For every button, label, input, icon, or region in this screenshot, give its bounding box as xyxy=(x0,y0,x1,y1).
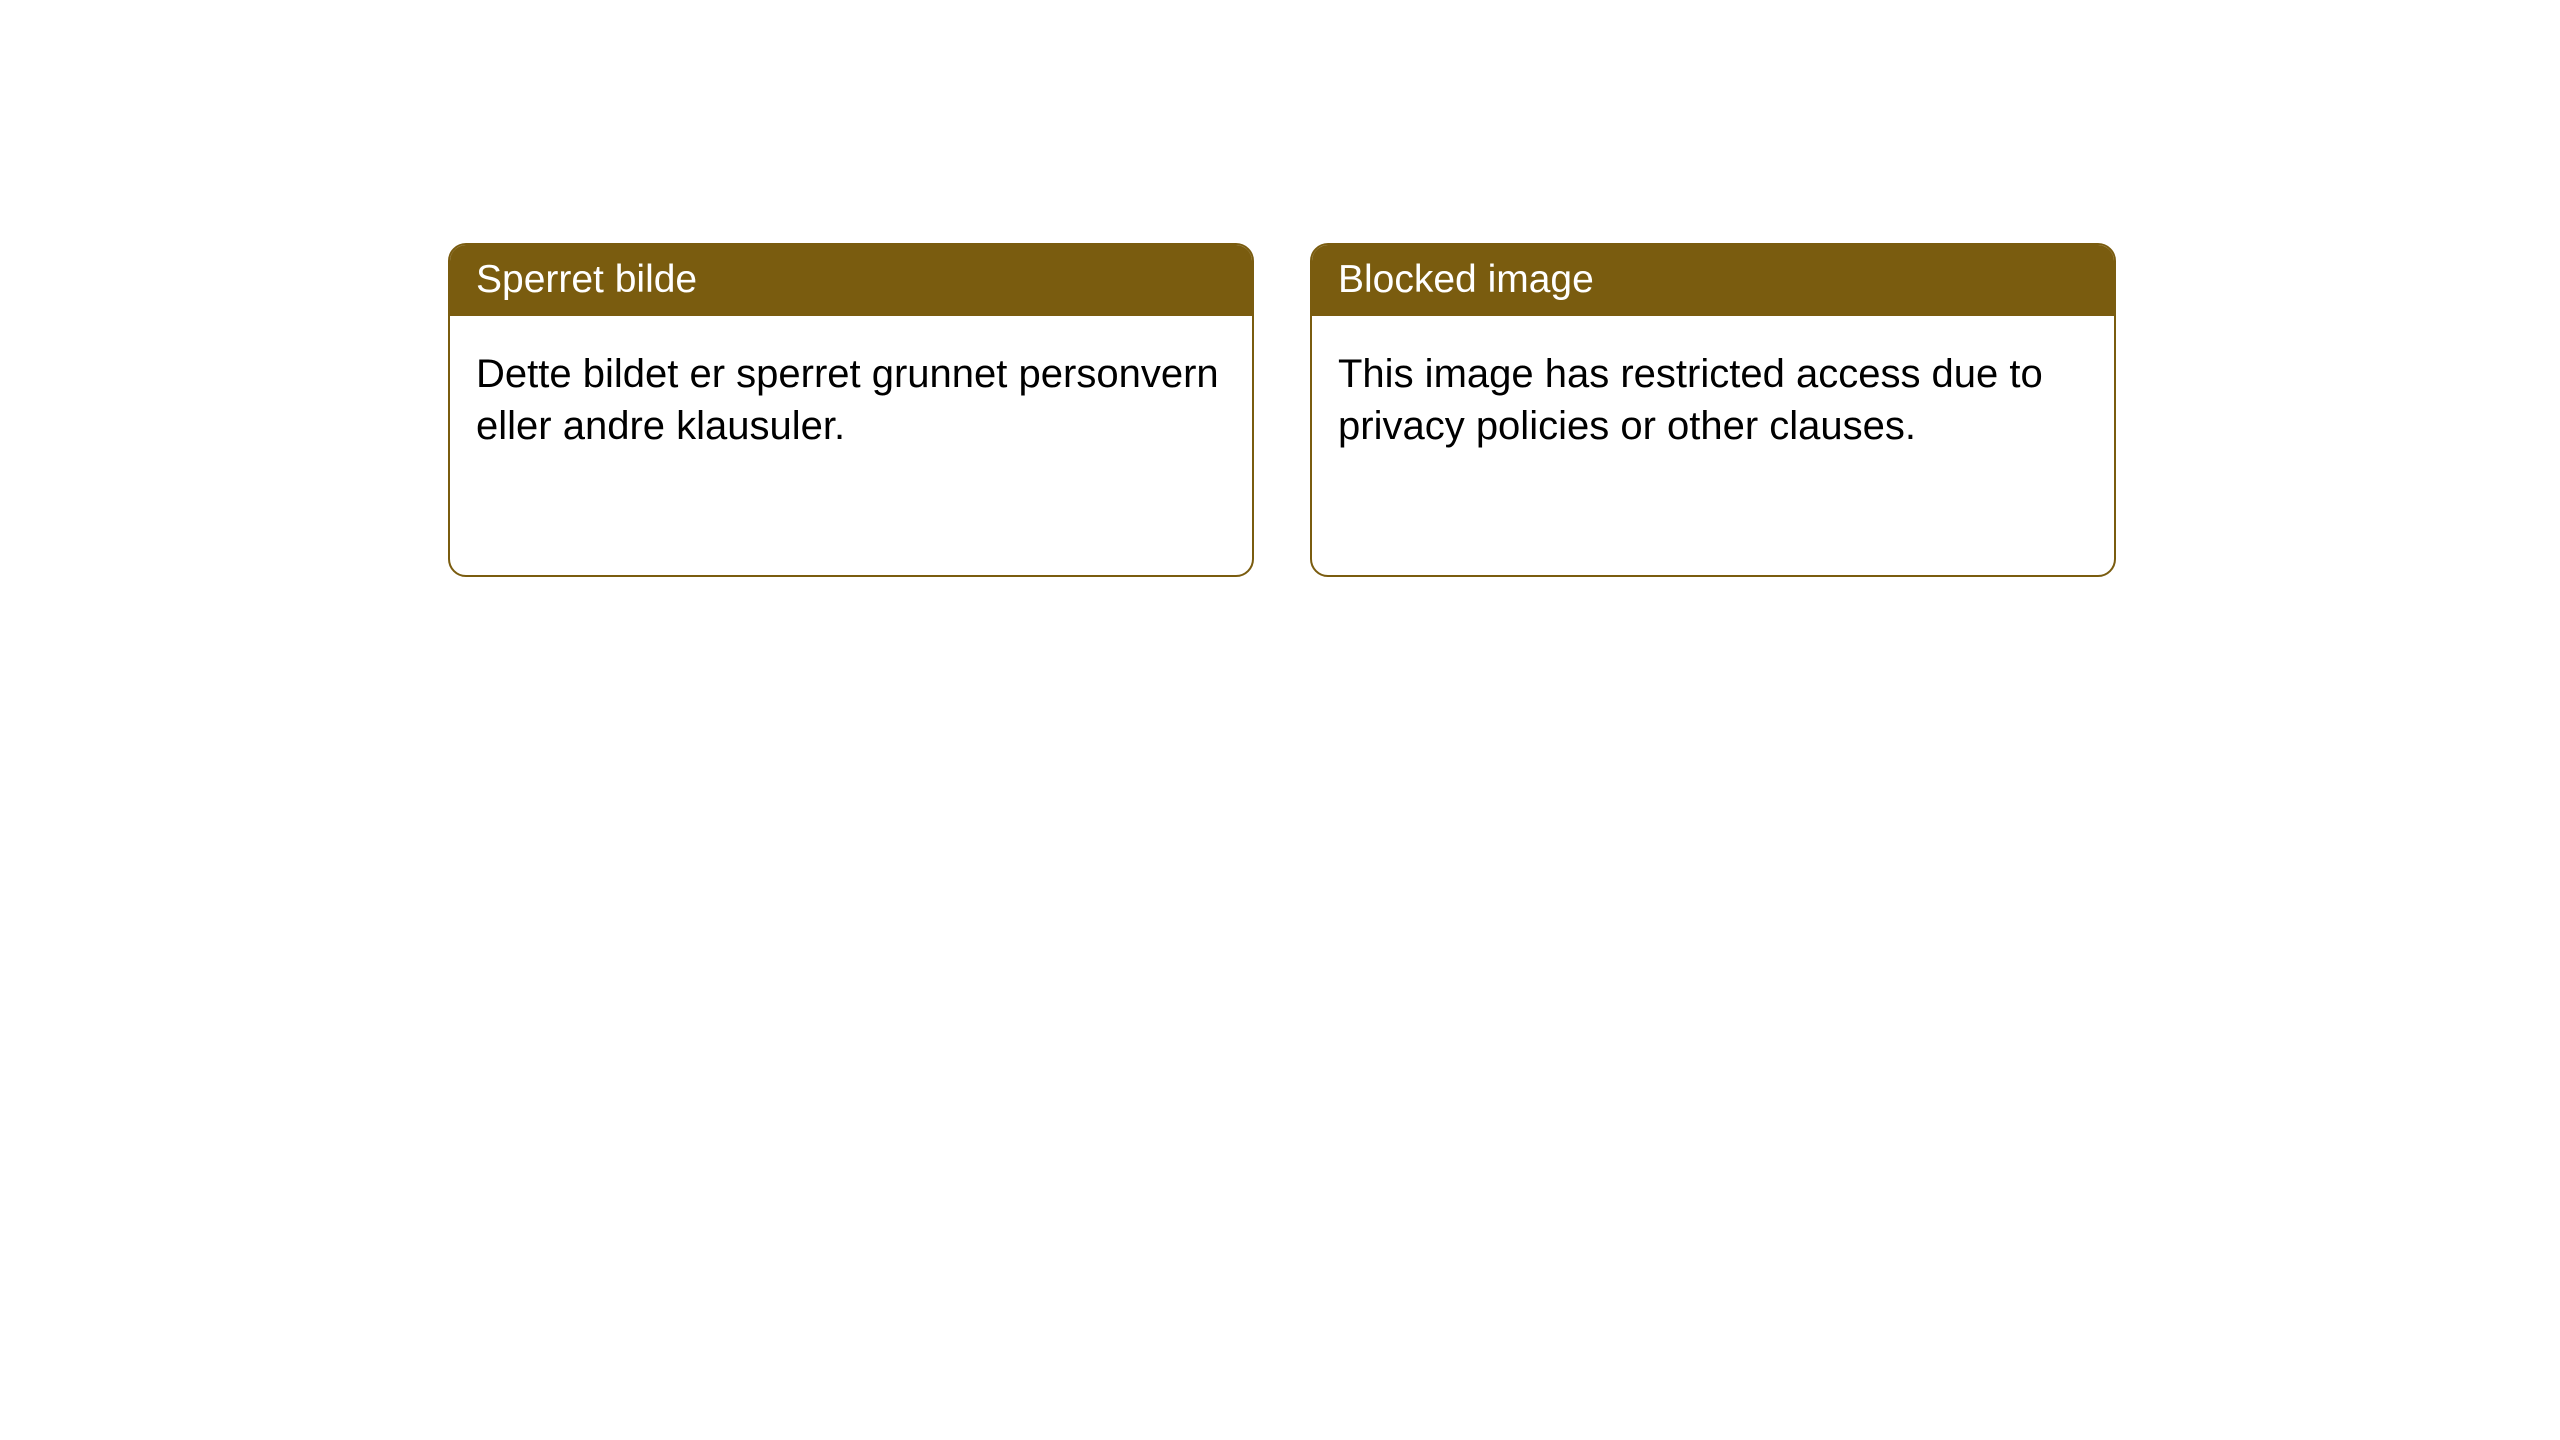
notice-header-norwegian: Sperret bilde xyxy=(450,245,1252,316)
notice-body-english: This image has restricted access due to … xyxy=(1312,316,2114,575)
notice-body-norwegian: Dette bildet er sperret grunnet personve… xyxy=(450,316,1252,575)
notice-text-norwegian: Dette bildet er sperret grunnet personve… xyxy=(476,352,1219,448)
notice-title-english: Blocked image xyxy=(1338,258,1594,301)
notice-title-norwegian: Sperret bilde xyxy=(476,258,697,301)
notice-text-english: This image has restricted access due to … xyxy=(1338,352,2043,448)
notice-container: Sperret bilde Dette bildet er sperret gr… xyxy=(448,243,2116,577)
notice-card-norwegian: Sperret bilde Dette bildet er sperret gr… xyxy=(448,243,1254,577)
notice-card-english: Blocked image This image has restricted … xyxy=(1310,243,2116,577)
notice-header-english: Blocked image xyxy=(1312,245,2114,316)
